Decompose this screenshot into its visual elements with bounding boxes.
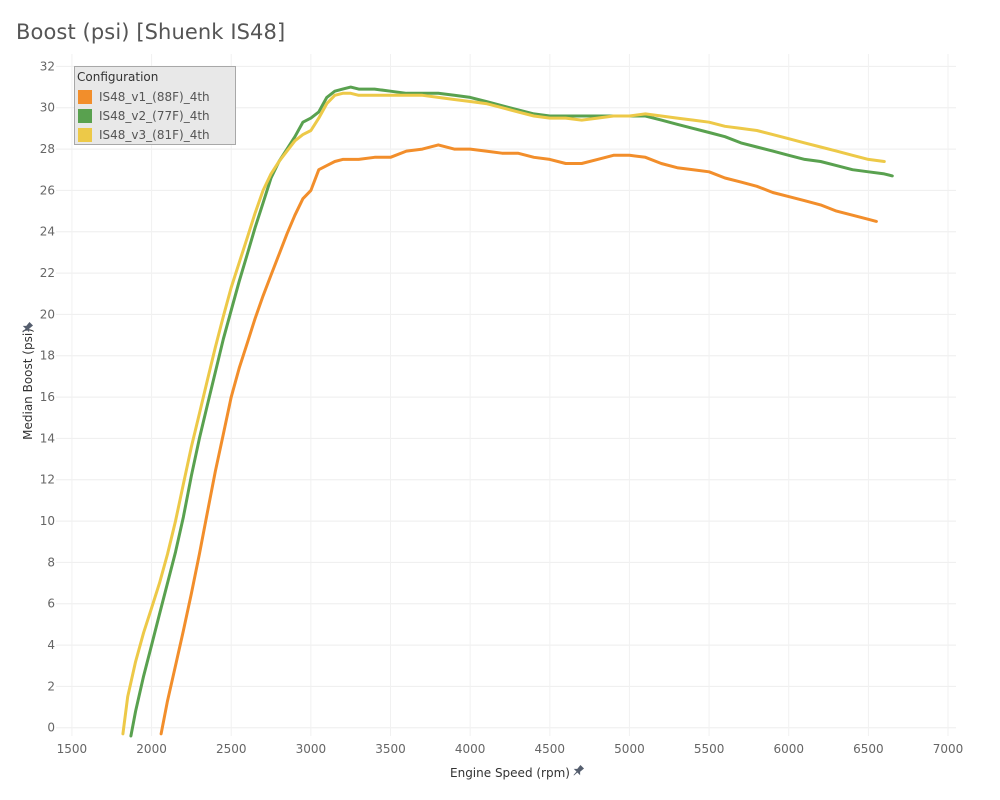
y-tick-label: 18 (40, 349, 55, 363)
series-line-1[interactable] (159, 143, 878, 736)
y-tick-label: 20 (40, 307, 55, 321)
y-tick-label: 22 (40, 266, 55, 280)
x-axis-title: Engine Speed (rpm) (450, 766, 570, 780)
legend-label-v3: IS48_v3_(81F)_4th (99, 128, 210, 142)
legend-item-v3[interactable]: IS48_v3_(81F)_4th (78, 127, 210, 143)
y-tick-label: 16 (40, 390, 55, 404)
x-tick-label: 5000 (614, 742, 645, 756)
series-lines (121, 85, 894, 738)
grid (56, 54, 956, 736)
x-tick-label: 1500 (57, 742, 88, 756)
y-tick-label: 14 (40, 431, 55, 445)
y-tick-label: 8 (47, 555, 55, 569)
y-tick-label: 12 (40, 473, 55, 487)
y-tick-label: 26 (40, 183, 55, 197)
x-tick-label: 6000 (773, 742, 804, 756)
chart-title: Boost (psi) [Shuenk IS48] (16, 20, 286, 44)
legend-swatch-v3 (78, 128, 92, 142)
x-tick-label: 5500 (694, 742, 725, 756)
y-tick-label: 10 (40, 514, 55, 528)
y-tick-label: 6 (47, 597, 55, 611)
x-tick-label: 3500 (375, 742, 406, 756)
legend-title: Configuration (77, 70, 159, 84)
legend-item-v2[interactable]: IS48_v2_(77F)_4th (78, 108, 210, 124)
legend-label-v2: IS48_v2_(77F)_4th (99, 109, 210, 123)
x-tick-label: 6500 (853, 742, 884, 756)
legend-item-v1[interactable]: IS48_v1_(88F)_4th (78, 89, 210, 105)
y-axis-title: Median Boost (psi) (21, 328, 35, 440)
y-tick-label: 0 (47, 721, 55, 735)
series-line-3[interactable] (121, 91, 886, 736)
legend-label-v1: IS48_v1_(88F)_4th (99, 90, 210, 104)
legend-swatch-v2 (78, 109, 92, 123)
x-tick-label: 3000 (296, 742, 327, 756)
y-axis-pin-icon[interactable] (20, 321, 35, 336)
x-tick-label: 2500 (216, 742, 247, 756)
series-line-2[interactable] (129, 85, 894, 738)
y-tick-label: 28 (40, 142, 55, 156)
y-tick-label: 24 (40, 225, 55, 239)
y-tick-label: 30 (40, 101, 55, 115)
x-axis-pin-icon[interactable] (571, 764, 586, 779)
x-tick-label: 4500 (535, 742, 566, 756)
x-tick-label: 4000 (455, 742, 486, 756)
x-tick-label: 7000 (933, 742, 964, 756)
legend-swatch-v1 (78, 90, 92, 104)
y-tick-label: 2 (47, 679, 55, 693)
y-tick-label: 4 (47, 638, 55, 652)
y-tick-label: 32 (40, 59, 55, 73)
legend: Configuration IS48_v1_(88F)_4th IS48_v2_… (74, 66, 236, 145)
x-tick-label: 2000 (136, 742, 167, 756)
